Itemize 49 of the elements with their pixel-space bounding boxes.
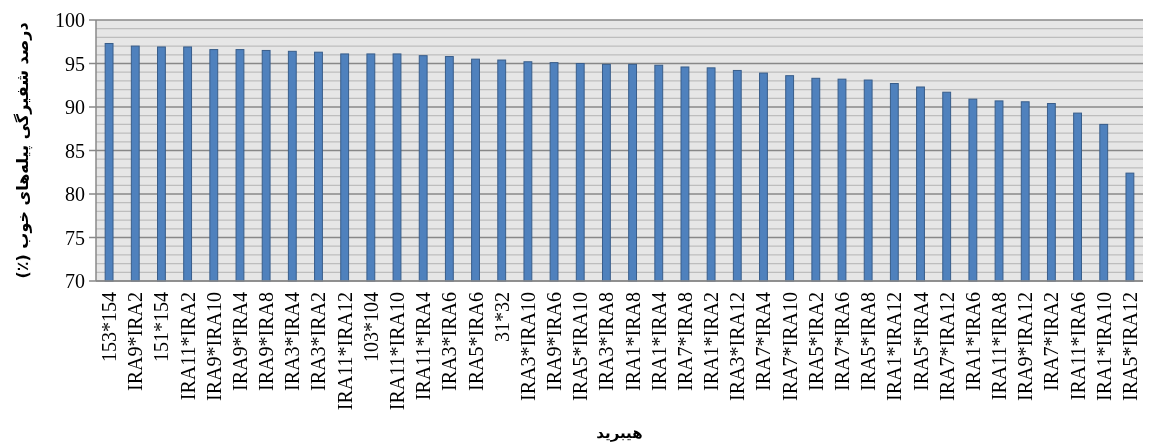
x-axis-title: هیبرید <box>596 424 643 442</box>
x-tick-label: IRA11*IRA8 <box>988 292 1011 401</box>
x-tick-label: IRA7*IRA4 <box>752 292 775 391</box>
x-tick-label: IRA3*IRA8 <box>595 292 618 391</box>
x-tick-label: IRA7*IRA2 <box>1040 292 1063 391</box>
x-tick-label: 151*154 <box>150 292 173 362</box>
x-tick-label: IRA9*IRA6 <box>543 292 566 391</box>
x-tick-label: IRA11*IRA12 <box>333 292 356 411</box>
x-tick-label: IRA3*IRA12 <box>726 292 749 401</box>
y-tick-label: 95 <box>65 52 85 75</box>
x-tick-label: IRA9*IRA4 <box>228 292 251 391</box>
x-tick-label: IRA7*IRA12 <box>935 292 958 401</box>
y-tick-label: 90 <box>65 96 85 118</box>
x-tick-label: IRA9*IRA10 <box>202 292 225 401</box>
x-tick-label: IRA7*IRA8 <box>673 292 696 391</box>
x-tick-label: IRA5*IRA2 <box>804 292 827 391</box>
x-tick-label: IRA5*IRA12 <box>1118 292 1141 401</box>
x-tick-label: IRA5*IRA6 <box>464 292 487 391</box>
y-tick-label: 85 <box>65 139 85 162</box>
x-tick-label: IRA7*IRA6 <box>830 292 853 391</box>
x-tick-label: IRA9*IRA2 <box>124 292 147 391</box>
x-tick-label: IRA1*IRA4 <box>647 292 670 391</box>
x-tick-label: IRA5*IRA8 <box>857 292 880 391</box>
x-tick-label: 31*32 <box>490 292 513 342</box>
x-tick-label: IRA3*IRA10 <box>516 292 539 401</box>
x-tick-label: IRA1*IRA2 <box>700 292 723 391</box>
x-tick-label: IRA11*IRA4 <box>412 292 435 401</box>
x-tick-label: IRA5*IRA10 <box>569 292 592 401</box>
x-tick-label: IRA11*IRA2 <box>176 292 199 401</box>
x-tick-label: IRA1*IRA12 <box>883 292 906 401</box>
x-tick-label: 103*104 <box>359 292 382 362</box>
y-tick-label: 75 <box>65 226 85 249</box>
y-axis-title: درصد شفیرگی پیله‌های خوب (٪) <box>12 22 33 279</box>
y-tick-label: 70 <box>65 270 85 292</box>
x-tick-label: IRA9*IRA12 <box>1014 292 1037 401</box>
x-tick-label: IRA1*IRA8 <box>621 292 644 391</box>
x-tick-label: 153*154 <box>98 292 121 362</box>
y-tick-label: 80 <box>65 183 85 205</box>
x-tick-label: IRA11*IRA10 <box>386 292 409 411</box>
x-tick-label: IRA3*IRA6 <box>438 292 461 391</box>
x-tick-label: IRA3*IRA2 <box>307 292 330 391</box>
y-tick-label: 100 <box>55 9 85 31</box>
x-tick-label: IRA5*IRA4 <box>909 292 932 391</box>
x-tick-label: IRA7*IRA10 <box>778 292 801 401</box>
x-tick-label: IRA1*IRA6 <box>961 292 984 391</box>
x-tick-label: IRA11*IRA6 <box>1066 292 1089 401</box>
x-tick-label: IRA1*IRA10 <box>1092 292 1115 401</box>
x-tick-label: IRA3*IRA4 <box>281 292 304 391</box>
x-tick-label: IRA9*IRA8 <box>255 292 278 391</box>
